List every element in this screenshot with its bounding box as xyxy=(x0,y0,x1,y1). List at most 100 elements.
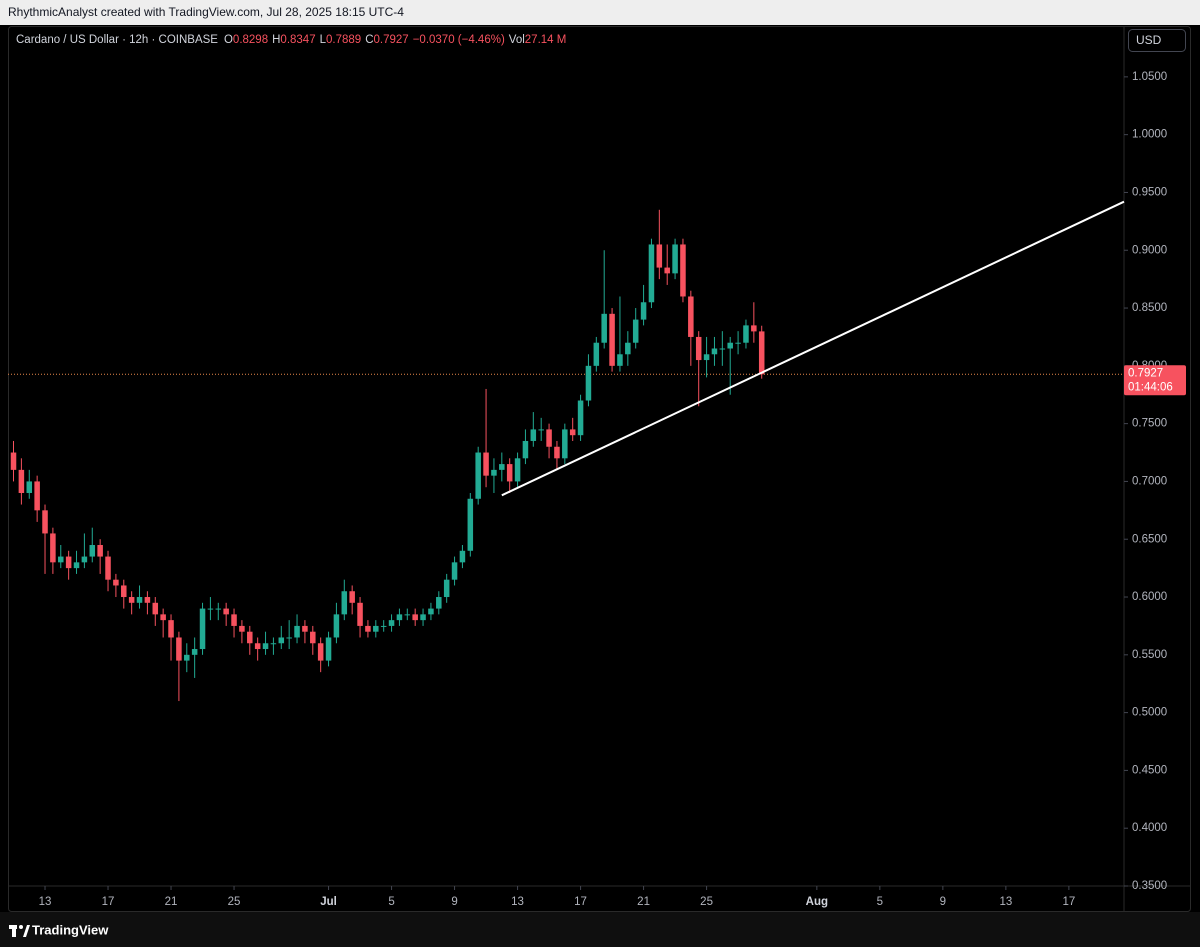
candle-body xyxy=(585,365,592,401)
footer-text: TradingView xyxy=(32,922,109,937)
candle-body xyxy=(420,614,426,621)
x-tick-label: Jul xyxy=(320,896,337,908)
candle-body xyxy=(302,625,308,632)
candle-body xyxy=(546,429,552,447)
candle-body xyxy=(65,556,72,569)
candle-body xyxy=(223,608,229,615)
candle-body xyxy=(530,429,537,441)
logo-part xyxy=(23,925,30,937)
x-tick-label: 5 xyxy=(877,896,883,908)
x-tick-label: 25 xyxy=(228,896,241,908)
candle-body xyxy=(554,446,560,459)
candle-body xyxy=(207,608,214,610)
candle-body xyxy=(475,452,481,499)
y-tick-label: 0.4000 xyxy=(1132,822,1167,834)
candle-body xyxy=(128,597,135,603)
y-tick-label: 0.8500 xyxy=(1132,302,1167,314)
symbol-name: Cardano / US Dollar · 12h · COINBASE xyxy=(16,34,218,46)
candle-body xyxy=(514,458,521,482)
candle-body xyxy=(506,464,513,482)
candle-body xyxy=(121,585,127,598)
y-tick-label: 0.9000 xyxy=(1132,244,1167,256)
candle-body xyxy=(247,631,253,644)
candle-body xyxy=(349,591,355,603)
y-tick-label: 0.6000 xyxy=(1132,591,1167,603)
candle-body xyxy=(467,498,474,551)
candle-body xyxy=(743,325,749,343)
candle-body xyxy=(727,342,733,349)
x-tick-label: 9 xyxy=(451,896,457,908)
candle-body xyxy=(26,481,33,493)
candle-body xyxy=(735,342,741,344)
candle-body xyxy=(672,244,678,274)
x-tick-label: 5 xyxy=(388,896,394,908)
countdown-label: 01:44:06 xyxy=(1128,381,1173,393)
candle-body xyxy=(617,354,623,366)
candle-body xyxy=(719,348,726,350)
volume-key: Vol xyxy=(509,34,525,46)
x-tick-label: 21 xyxy=(165,896,178,908)
candle-body xyxy=(34,481,40,511)
candle-body xyxy=(97,545,103,557)
candle-body xyxy=(373,625,379,632)
candle-body xyxy=(199,608,206,650)
candle-body xyxy=(412,614,418,621)
header-bar xyxy=(0,0,1200,25)
candle-body xyxy=(396,614,403,621)
y-tick-label: 0.5000 xyxy=(1132,707,1167,719)
chart-frame xyxy=(8,26,1191,912)
candle-body xyxy=(751,325,757,332)
candle-body xyxy=(254,643,261,650)
candle-body xyxy=(42,510,48,534)
candle-body xyxy=(325,637,332,661)
candle-body xyxy=(625,342,631,355)
candle-body xyxy=(191,649,198,655)
currency-label: USD xyxy=(1136,33,1162,47)
candle-body xyxy=(89,545,96,557)
candle-body xyxy=(310,631,316,644)
candle-body xyxy=(664,267,670,274)
x-tick-label: 17 xyxy=(574,896,587,908)
candle-body xyxy=(640,302,647,320)
candle-body xyxy=(404,614,411,616)
candle-body xyxy=(436,597,442,609)
y-tick-label: 0.3500 xyxy=(1132,880,1167,892)
y-tick-label: 0.7000 xyxy=(1132,475,1167,487)
candle-body xyxy=(184,654,190,661)
x-tick-label: 21 xyxy=(637,896,650,908)
candle-body xyxy=(365,625,371,632)
candle-body xyxy=(341,591,348,615)
header-text: RhythmicAnalyst created with TradingView… xyxy=(8,5,404,19)
last-price-box xyxy=(1124,365,1186,396)
candle-body xyxy=(152,602,159,615)
candle-body xyxy=(632,319,639,343)
candle-body xyxy=(231,614,237,626)
ohlc-key: O xyxy=(224,34,233,46)
candle-body xyxy=(58,556,64,563)
logo-part xyxy=(12,925,16,937)
candle-body xyxy=(459,550,466,563)
candle-body xyxy=(711,348,718,355)
currency-button[interactable] xyxy=(1128,29,1186,52)
candle-body xyxy=(688,296,694,337)
ohlc-value: 0.7889 xyxy=(326,34,361,46)
candle-body xyxy=(286,637,292,639)
x-tick-label: 13 xyxy=(999,896,1012,908)
candle-body xyxy=(499,464,505,470)
candle-body xyxy=(215,608,222,610)
candle-body xyxy=(601,313,607,343)
candle-body xyxy=(144,597,151,603)
candle-body xyxy=(491,469,497,476)
candle-body xyxy=(317,643,324,661)
candle-body xyxy=(278,637,285,644)
candle-body xyxy=(168,620,174,638)
ohlc-value: 0.8347 xyxy=(280,34,315,46)
candle-body xyxy=(239,625,245,632)
logo-part xyxy=(19,925,23,929)
y-tick-label: 0.6500 xyxy=(1132,533,1167,545)
y-tick-label: 1.0000 xyxy=(1132,129,1167,141)
candle-body xyxy=(569,429,576,436)
candle-body xyxy=(333,614,340,638)
candle-body xyxy=(262,643,269,650)
